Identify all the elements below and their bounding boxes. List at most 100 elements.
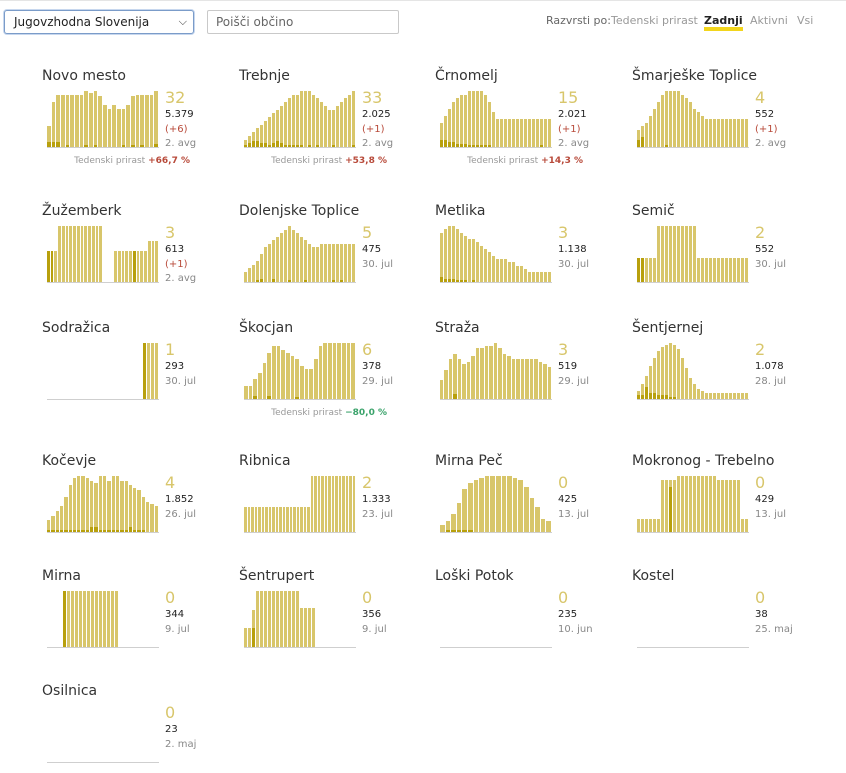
municipality-card[interactable]: Žužemberk 3 613 (+1) 2. avg [42, 203, 232, 313]
trend-bar [669, 226, 672, 282]
trend-bar [338, 476, 341, 532]
trend-bar-new [107, 529, 111, 532]
trend-chart [440, 88, 552, 148]
trend-bar-new [248, 143, 251, 147]
trend-bar [737, 392, 740, 399]
trend-bar [507, 356, 511, 399]
municipality-card[interactable]: Kostel 0 38 25. maj [632, 568, 822, 678]
trend-bar-new [540, 145, 543, 147]
trend-bar [657, 519, 660, 532]
trend-chart [440, 588, 552, 648]
trend-bar [115, 476, 120, 532]
trend-bar [336, 105, 339, 147]
trend-bar [107, 480, 111, 532]
trend-bar [444, 115, 447, 147]
municipality-card[interactable]: Osilnica 0 23 2. maj [42, 683, 232, 773]
trend-bar [137, 490, 141, 532]
trend-bar [448, 108, 451, 147]
trend-bar [151, 241, 155, 282]
trend-bar [151, 343, 154, 399]
trend-bar [256, 591, 259, 647]
sort-option-latest[interactable]: Zadnji [704, 14, 743, 31]
trend-bar [468, 239, 471, 282]
municipality-card[interactable]: Straža 3 519 29. jul [435, 320, 625, 430]
active-count: 0 [558, 588, 569, 607]
trend-bar [498, 348, 502, 399]
trend-bar-new [468, 529, 473, 532]
municipality-card[interactable]: Loški Potok 0 235 10. jun [435, 568, 625, 678]
trend-bar [129, 251, 132, 282]
trend-bar [479, 478, 484, 532]
municipality-card[interactable]: Šentjernej 2 1.078 28. jul [632, 320, 822, 430]
total-count: 2.025 [362, 109, 391, 120]
trend-bar [304, 91, 307, 147]
trend-bar [258, 372, 262, 399]
trend-bar [312, 247, 315, 282]
trend-bar [73, 226, 76, 282]
municipality-card[interactable]: Mirna 0 344 9. jul [42, 568, 232, 678]
trend-bar [61, 94, 65, 147]
municipality-name: Mirna Peč [435, 453, 503, 469]
sort-option-active[interactable]: Aktivni [750, 14, 788, 27]
trend-bar [502, 353, 507, 399]
municipality-card[interactable]: Šentrupert 0 356 9. jul [239, 568, 429, 678]
municipality-card[interactable]: Šmarješke Toplice 4 552 (+1) 2. avg [632, 68, 822, 178]
trend-bar [745, 519, 748, 532]
trend-bar [512, 119, 515, 147]
trend-bar-new [280, 143, 283, 147]
trend-bar-new [316, 145, 319, 147]
sort-option-weekly[interactable]: Tedenski prirast [611, 14, 698, 27]
trend-bar [314, 359, 318, 399]
municipality-card[interactable]: Črnomelj 15 2.021 (+1) 2. avg Tedenski priras… [435, 68, 625, 178]
trend-bar [440, 232, 443, 282]
trend-bar [316, 98, 319, 147]
trend-bar-new [456, 143, 459, 147]
trend-bar [717, 392, 720, 399]
trend-bar-new [295, 397, 299, 399]
trend-bar-new [304, 280, 307, 282]
trend-bar [131, 96, 135, 147]
municipality-card[interactable]: Trebnje 33 2.025 (+1) 2. avg Tedenski prirast… [239, 68, 429, 178]
trend-bar [324, 105, 327, 147]
trend-bar [252, 610, 255, 647]
municipality-card[interactable]: Škocjan 6 378 29. jul Tedenski prirast −80,0… [239, 320, 429, 430]
trend-bar-new [93, 145, 98, 147]
municipality-card[interactable]: Novo mesto 32 5.379 (+6) 2. avg Tedenski prir… [42, 68, 232, 178]
trend-bar [544, 272, 547, 282]
trend-bar [689, 101, 692, 147]
trend-bar [457, 359, 462, 399]
trend-bar [276, 236, 279, 282]
search-input[interactable] [207, 10, 399, 34]
trend-bar-new [488, 145, 491, 147]
municipality-card[interactable]: Semič 2 552 30. jul [632, 203, 822, 313]
trend-bar-new [128, 527, 133, 532]
municipality-card[interactable]: Dolenjske Toplice 5 475 30. jul [239, 203, 429, 313]
total-count: 552 [755, 244, 775, 255]
active-count: 3 [558, 340, 569, 359]
municipality-name: Trebnje [239, 68, 290, 84]
region-select[interactable]: Jugovzhodna Slovenija ⌵ [4, 10, 194, 34]
municipality-card[interactable]: Ribnica 2 1.333 23. jul [239, 453, 429, 563]
trend-bar [80, 226, 84, 282]
sort-option-all[interactable]: Vsi [797, 14, 814, 27]
trend-chart [637, 88, 749, 148]
trend-bar-new [121, 145, 126, 147]
daily-change: (+1) [165, 259, 188, 270]
trend-bar [296, 507, 299, 532]
municipality-card[interactable]: Sodražica 1 293 30. jul [42, 320, 232, 430]
trend-bar [649, 115, 652, 147]
total-count: 475 [362, 244, 382, 255]
municipality-card[interactable]: Metlika 3 1.138 30. jul [435, 203, 625, 313]
municipality-card[interactable]: Kočevje 4 1.852 26. jul [42, 453, 232, 563]
trend-bar [669, 480, 672, 532]
total-count: 2.021 [558, 109, 587, 120]
trend-bar-new [288, 145, 291, 147]
trend-bar [284, 229, 287, 282]
municipality-card[interactable]: Mokronog - Trebelno 0 429 13. jul [632, 453, 822, 563]
trend-bar [496, 476, 501, 532]
trend-bar [300, 366, 304, 399]
trend-bar-new [440, 277, 443, 282]
trend-bar-new [472, 145, 475, 147]
trend-bar-new [124, 529, 128, 532]
municipality-card[interactable]: Mirna Peč 0 425 13. jul [435, 453, 625, 563]
